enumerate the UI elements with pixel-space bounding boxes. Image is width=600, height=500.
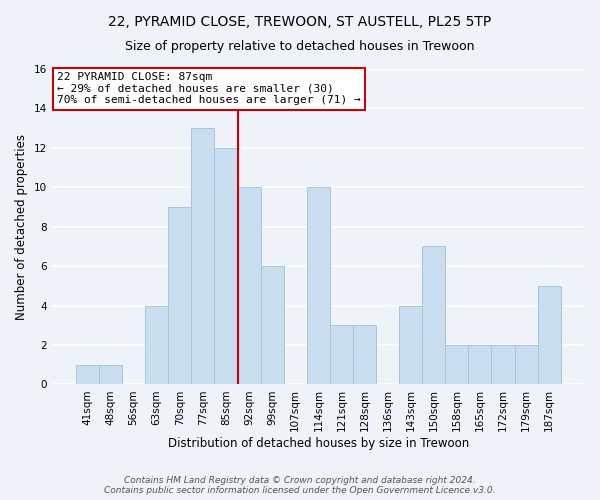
- Text: 22, PYRAMID CLOSE, TREWOON, ST AUSTELL, PL25 5TP: 22, PYRAMID CLOSE, TREWOON, ST AUSTELL, …: [109, 15, 491, 29]
- Bar: [238, 188, 260, 384]
- Bar: [214, 148, 238, 384]
- Bar: [469, 345, 491, 385]
- Bar: [145, 306, 168, 384]
- Bar: [538, 286, 561, 384]
- Bar: [99, 364, 122, 384]
- Bar: [330, 326, 353, 384]
- Bar: [307, 188, 330, 384]
- Bar: [191, 128, 214, 384]
- Bar: [445, 345, 469, 385]
- Bar: [399, 306, 422, 384]
- Bar: [353, 326, 376, 384]
- Bar: [491, 345, 515, 385]
- Text: 22 PYRAMID CLOSE: 87sqm
← 29% of detached houses are smaller (30)
70% of semi-de: 22 PYRAMID CLOSE: 87sqm ← 29% of detache…: [57, 72, 361, 106]
- X-axis label: Distribution of detached houses by size in Trewoon: Distribution of detached houses by size …: [168, 437, 469, 450]
- Bar: [260, 266, 284, 384]
- Text: Contains HM Land Registry data © Crown copyright and database right 2024.
Contai: Contains HM Land Registry data © Crown c…: [104, 476, 496, 495]
- Bar: [168, 207, 191, 384]
- Bar: [422, 246, 445, 384]
- Text: Size of property relative to detached houses in Trewoon: Size of property relative to detached ho…: [125, 40, 475, 53]
- Bar: [515, 345, 538, 385]
- Y-axis label: Number of detached properties: Number of detached properties: [15, 134, 28, 320]
- Bar: [76, 364, 99, 384]
